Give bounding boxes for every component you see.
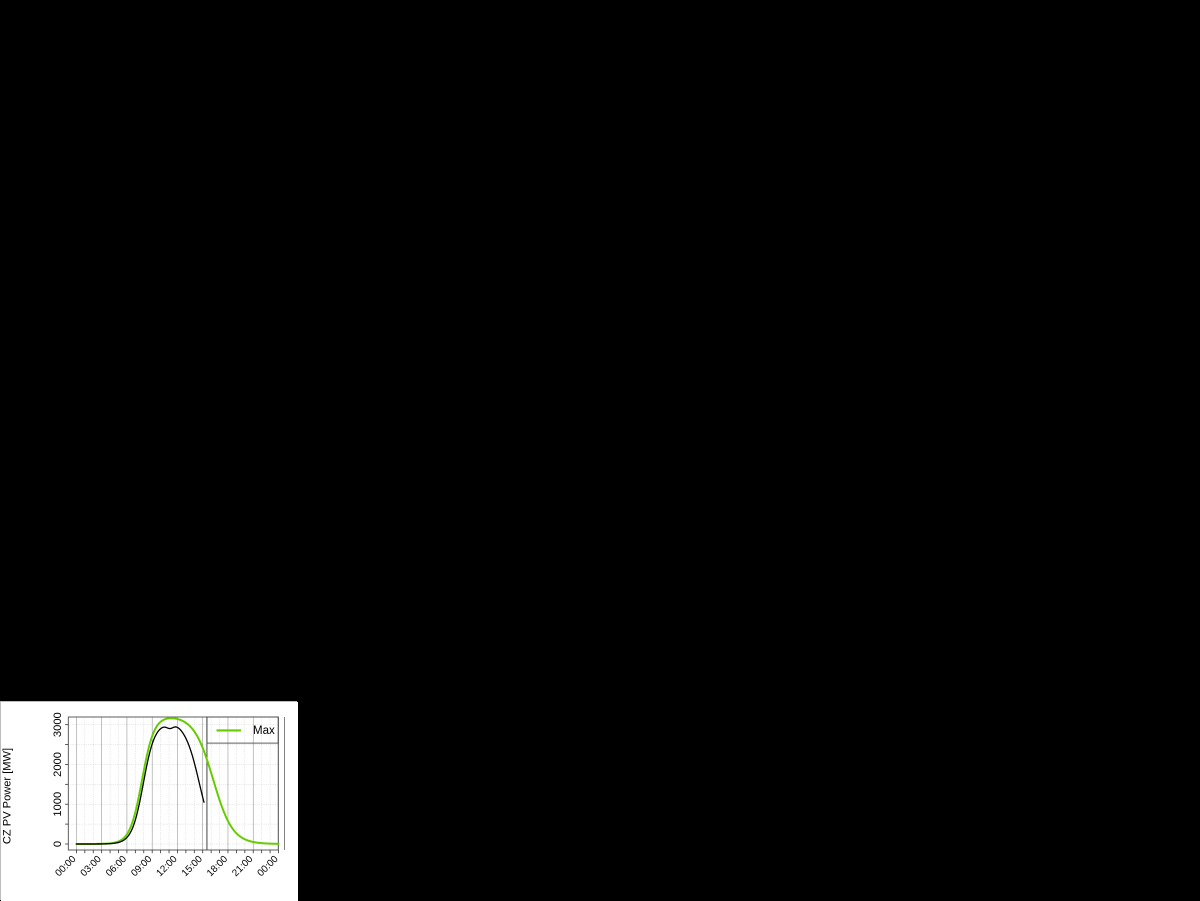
svg-text:0: 0 — [52, 841, 64, 847]
svg-text:Max: Max — [253, 725, 275, 737]
svg-text:1000: 1000 — [52, 792, 64, 817]
svg-text:CZ PV Power [MW]: CZ PV Power [MW] — [2, 748, 14, 844]
svg-text:3000: 3000 — [52, 712, 64, 737]
svg-text:2000: 2000 — [52, 752, 64, 777]
